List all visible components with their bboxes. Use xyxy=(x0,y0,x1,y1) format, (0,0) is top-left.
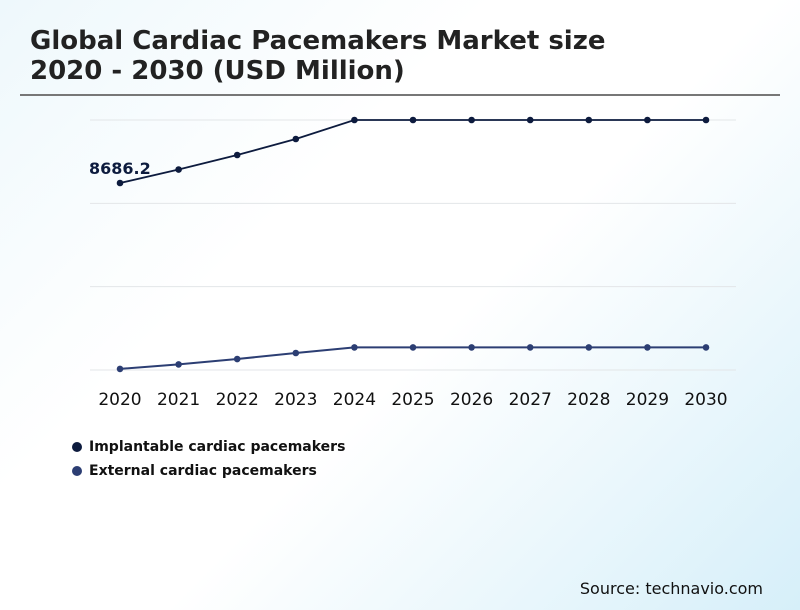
title-line-1: Global Cardiac Pacemakers Market size xyxy=(30,26,606,56)
x-tick-label: 2022 xyxy=(216,390,259,410)
data-point xyxy=(175,166,182,173)
data-point xyxy=(468,344,475,351)
data-label: 8686.2 xyxy=(89,159,151,178)
data-point xyxy=(351,344,358,351)
x-tick-label: 2029 xyxy=(626,390,669,410)
data-point xyxy=(644,116,651,124)
legend-label: Implantable cardiac pacemakers xyxy=(89,439,346,455)
data-point xyxy=(409,344,417,351)
x-tick-label: 2020 xyxy=(98,390,141,410)
data-point xyxy=(351,116,358,124)
x-tick-label: 2021 xyxy=(157,390,200,410)
legend-dot-icon xyxy=(72,442,82,452)
data-point xyxy=(292,135,300,143)
data-point xyxy=(702,116,710,124)
x-tick-label: 2027 xyxy=(509,390,552,410)
data-point xyxy=(292,349,300,357)
data-point xyxy=(233,355,241,363)
x-tick-label: 2030 xyxy=(684,390,727,410)
legend-item-implantable: Implantable cardiac pacemakers xyxy=(72,435,345,459)
title-divider xyxy=(20,94,780,96)
data-point xyxy=(644,344,651,351)
data-point xyxy=(468,116,475,124)
data-point xyxy=(702,344,710,351)
chart-title: Global Cardiac Pacemakers Market size 20… xyxy=(30,26,605,86)
title-line-2: 2020 - 2030 (USD Million) xyxy=(30,56,405,86)
data-point xyxy=(233,151,241,159)
legend-item-external: External cardiac pacemakers xyxy=(72,459,345,483)
x-tick-label: 2028 xyxy=(567,390,610,410)
data-point xyxy=(585,344,593,351)
legend-dot-icon xyxy=(72,466,82,476)
source-note: Source: technavio.com xyxy=(579,579,763,598)
series-line-0 xyxy=(119,119,706,184)
x-tick-label: 2023 xyxy=(274,390,317,410)
data-point xyxy=(175,361,182,368)
data-point xyxy=(526,116,534,124)
x-tick-label: 2026 xyxy=(450,390,493,410)
legend-label: External cardiac pacemakers xyxy=(89,463,317,479)
data-point xyxy=(116,179,124,187)
legend: Implantable cardiac pacemakers External … xyxy=(72,435,345,483)
x-tick-label: 2025 xyxy=(391,390,434,410)
data-point xyxy=(116,365,124,373)
data-point xyxy=(526,344,534,351)
data-point xyxy=(409,116,417,124)
data-point xyxy=(585,116,593,124)
x-tick-label: 2024 xyxy=(333,390,376,410)
